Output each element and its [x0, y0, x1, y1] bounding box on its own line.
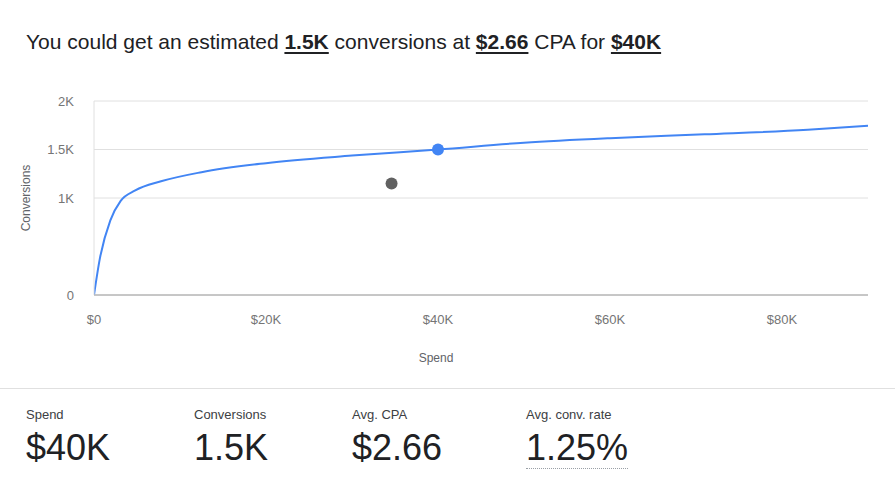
svg-text:$60K: $60K [595, 312, 626, 327]
svg-text:2K: 2K [58, 94, 74, 109]
svg-text:$40K: $40K [423, 312, 454, 327]
html-text:$2.66: $2.66 [352, 427, 443, 468]
svg-text:$20K: $20K [251, 312, 282, 327]
html-text:1.25%: 1.25% [526, 427, 629, 468]
svg-text:$0: $0 [87, 312, 101, 327]
html-text:Spend: Spend [26, 407, 64, 422]
svg-text:1.5K: 1.5K [47, 142, 74, 157]
html-text:1.5K: 1.5K [194, 427, 269, 468]
svg-text:0: 0 [67, 288, 74, 303]
html-text:Avg. conv. rate: Avg. conv. rate [526, 407, 612, 422]
svg-text:1K: 1K [58, 191, 74, 206]
html-text:$40K: $40K [26, 427, 111, 468]
html-text:Conversions: Conversions [19, 164, 33, 232]
svg-text:$80K: $80K [767, 312, 798, 327]
html-text:Avg. CPA: Avg. CPA [352, 407, 408, 422]
html-text:You could get an estimated 1.5: You could get an estimated 1.5K conversi… [26, 30, 662, 53]
html-text:Spend: Spend [418, 351, 454, 365]
html-text:Conversions: Conversions [194, 407, 267, 422]
